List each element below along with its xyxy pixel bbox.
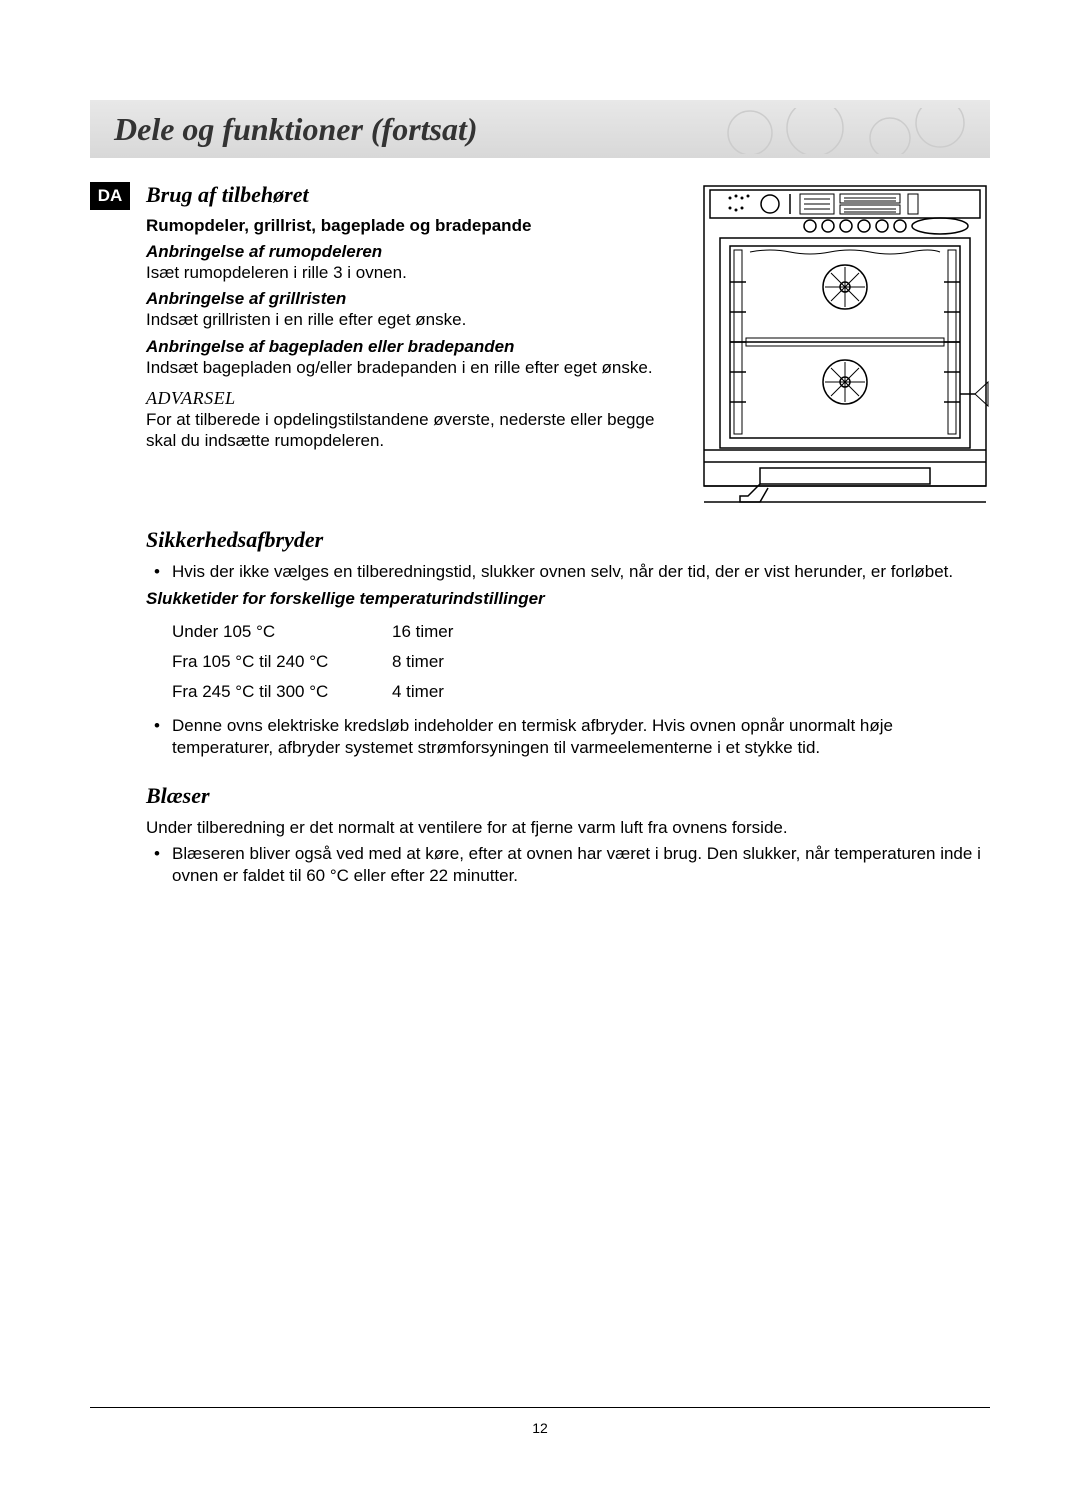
accessory-subhead: Rumopdeler, grillrist, bageplade og brad…	[146, 216, 680, 236]
warn-label: ADVARSEL	[146, 388, 680, 409]
safety-bullet-1: Hvis der ikke vælges en tilberedningstid…	[146, 561, 990, 583]
accessory-p3-body: Indsæt bagepladen og/eller bradepanden i…	[146, 357, 680, 378]
safety-table-title: Slukketider for forskellige temperaturin…	[146, 589, 990, 609]
language-badge: DA	[90, 182, 130, 210]
page: Dele og funktioner (fortsat) DA Brug af …	[0, 0, 1080, 933]
table-cell: Under 105 °C	[172, 617, 392, 647]
title-banner: Dele og funktioner (fortsat)	[90, 100, 990, 158]
table-cell: 4 timer	[392, 677, 453, 707]
table-cell: Fra 105 °C til 240 °C	[172, 647, 392, 677]
footer-rule	[90, 1407, 990, 1408]
table-row: Under 105 °C16 timer	[172, 617, 453, 647]
banner-decor-icon	[710, 108, 970, 154]
page-number: 12	[0, 1420, 1080, 1436]
shutoff-table: Under 105 °C16 timer Fra 105 °C til 240 …	[172, 617, 453, 707]
body-column: Brug af tilbehøret Rumopdeler, grillrist…	[146, 182, 990, 893]
warn-body: For at tilberede i opdelingstilstandene …	[146, 409, 680, 452]
table-row: Fra 105 °C til 240 °C8 timer	[172, 647, 453, 677]
accessory-text: Brug af tilbehøret Rumopdeler, grillrist…	[146, 182, 680, 517]
fan-intro: Under tilberedning er det normalt at ven…	[146, 817, 990, 838]
oven-diagram-icon	[700, 182, 990, 512]
accessory-heading: Brug af tilbehøret	[146, 182, 680, 208]
accessory-p1-body: Isæt rumopdeleren i rille 3 i ovnen.	[146, 262, 680, 283]
oven-diagram	[700, 182, 990, 517]
table-cell: 16 timer	[392, 617, 453, 647]
table-cell: Fra 245 °C til 300 °C	[172, 677, 392, 707]
table-row: Fra 245 °C til 300 °C4 timer	[172, 677, 453, 707]
safety-bullet-2: Denne ovns elektriske kredsløb indeholde…	[146, 715, 990, 759]
page-title: Dele og funktioner (fortsat)	[114, 111, 478, 148]
accessory-p3-title: Anbringelse af bagepladen eller bradepan…	[146, 337, 680, 357]
fan-heading: Blæser	[146, 783, 990, 809]
fan-bullet-1: Blæseren bliver også ved med at køre, ef…	[146, 843, 990, 887]
language-badge-column: DA	[90, 182, 136, 893]
safety-heading: Sikkerhedsafbryder	[146, 527, 990, 553]
accessory-p2-body: Indsæt grillristen i en rille efter eget…	[146, 309, 680, 330]
accessory-p1-title: Anbringelse af rumopdeleren	[146, 242, 680, 262]
table-cell: 8 timer	[392, 647, 453, 677]
accessory-p2-title: Anbringelse af grillristen	[146, 289, 680, 309]
